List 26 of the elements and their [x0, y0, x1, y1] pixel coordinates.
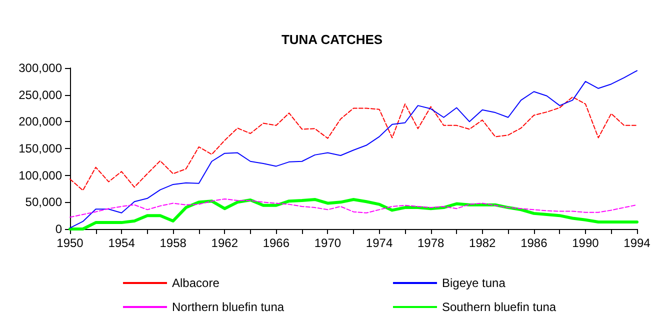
x-tick-label: 1982: [469, 236, 496, 250]
y-tick-label: 200,000: [18, 114, 62, 129]
legend-label: Southern bluefin tuna: [442, 300, 556, 314]
y-tick-label: 50,000: [25, 195, 62, 210]
x-tick-label: 1962: [211, 236, 238, 250]
x-tick-label: 1966: [262, 236, 290, 250]
x-tick-label: 1978: [417, 236, 444, 250]
x-tick-label: 1958: [160, 236, 187, 250]
x-tick-label: 1954: [108, 236, 136, 250]
legend-label: Bigeye tuna: [442, 276, 506, 290]
line-series: [70, 96, 638, 191]
x-tick-label: 1990: [572, 236, 600, 250]
y-tick-label: 300,000: [18, 61, 62, 75]
x-tick-label: 1986: [520, 236, 548, 250]
y-tick-label: 250,000: [18, 88, 62, 102]
x-tick-label: 1994: [624, 236, 651, 250]
legend-label: Albacore: [172, 276, 220, 290]
chart-title: TUNA CATCHES: [281, 32, 383, 47]
y-tick-label: 150,000: [18, 142, 62, 156]
x-tick-label: 1970: [314, 236, 342, 250]
y-tick-label: 0: [55, 222, 62, 236]
x-tick-label: 1950: [56, 236, 84, 250]
legend-label: Northern bluefin tuna: [172, 300, 284, 314]
y-tick-label: 100,000: [18, 168, 62, 182]
line-series: [70, 198, 638, 218]
x-tick-label: 1974: [366, 236, 393, 250]
